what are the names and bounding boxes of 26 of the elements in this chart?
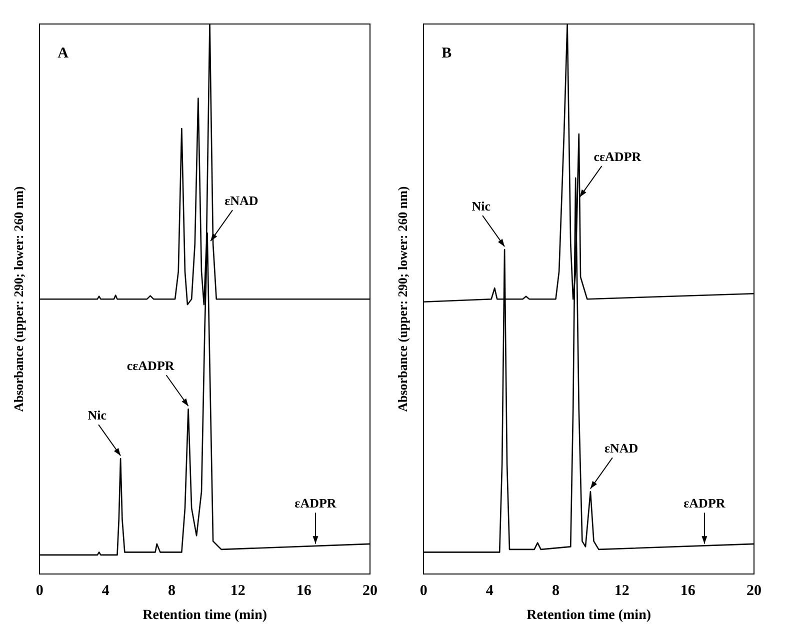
annotation: cεADPR bbox=[594, 148, 642, 164]
x-tick-label: 16 bbox=[680, 583, 696, 600]
text: A bbox=[58, 45, 69, 62]
x-axis-title: Retention time (min) bbox=[526, 608, 652, 624]
annotation: εNAD bbox=[604, 440, 638, 456]
x-axis-title: Retention time (min) bbox=[142, 608, 268, 624]
y-axis-title: Absorbance (upper: 290; lower: 260 nm) bbox=[11, 186, 26, 412]
x-tick-label: 8 bbox=[552, 583, 560, 600]
x-tick-label: 20 bbox=[362, 583, 378, 600]
annotation: Nic bbox=[88, 408, 107, 423]
y-axis-title: Absorbance (upper: 290; lower: 260 nm) bbox=[395, 186, 410, 412]
x-tick-label: 4 bbox=[486, 583, 494, 600]
x-tick-label: 12 bbox=[614, 583, 630, 600]
annotation: εNAD bbox=[224, 192, 258, 208]
annotation: εADPR bbox=[684, 496, 726, 511]
x-tick-label: 20 bbox=[746, 583, 762, 600]
x-tick-label: 0 bbox=[420, 583, 428, 600]
annotation: cεADPR bbox=[126, 358, 175, 373]
x-tick-label: 16 bbox=[296, 583, 312, 600]
x-tick-label: 4 bbox=[102, 583, 110, 600]
x-tick-label: 8 bbox=[168, 583, 176, 600]
annotation: εADPR bbox=[294, 496, 337, 511]
x-tick-label: 12 bbox=[230, 583, 246, 600]
x-tick-label: 0 bbox=[36, 583, 44, 600]
text: B bbox=[442, 45, 452, 62]
annotation: Nic bbox=[472, 198, 491, 214]
